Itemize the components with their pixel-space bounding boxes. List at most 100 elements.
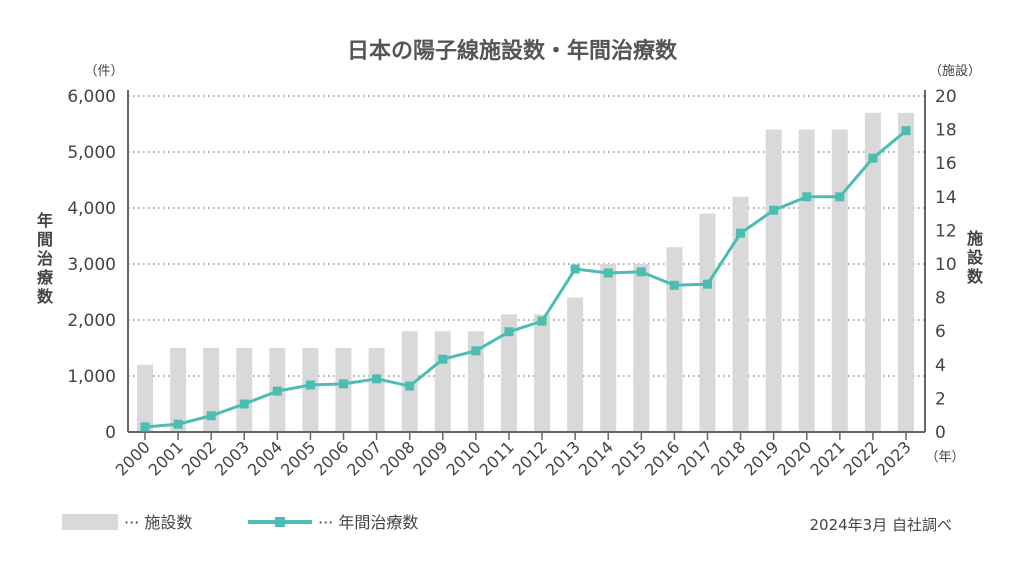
bar-2010 — [467, 331, 484, 432]
right-axis-label: 数 — [967, 267, 984, 286]
legend-line-marker — [275, 517, 285, 527]
left-tick-label: 3,000 — [67, 255, 116, 275]
bar-2016 — [666, 247, 683, 432]
bar-2012 — [534, 314, 551, 432]
bar-2022 — [864, 112, 881, 433]
line-point-2019 — [769, 205, 779, 215]
line-point-2023 — [901, 126, 911, 136]
line-point-2007 — [372, 374, 382, 384]
x-tick-label: 2017 — [674, 437, 716, 479]
bar-2011 — [500, 314, 517, 432]
right-tick-label: 16 — [935, 154, 957, 174]
x-tick-label: 2014 — [575, 437, 617, 479]
right-tick-label: 14 — [935, 188, 957, 208]
right-tick-label: 0 — [935, 423, 946, 443]
right-axis-label: 設 — [967, 248, 984, 267]
bar-2014 — [600, 264, 617, 432]
line-point-2000 — [140, 422, 150, 432]
line-point-2005 — [305, 380, 315, 390]
bar-2001 — [170, 348, 187, 432]
right-axis-label: 施 — [967, 229, 983, 248]
bar-2021 — [831, 129, 848, 432]
left-tick-label: 1,000 — [67, 367, 116, 387]
right-tick-label: 20 — [935, 87, 957, 107]
bar-2000 — [137, 364, 153, 432]
left-axis-label: 年 — [37, 211, 53, 230]
x-tick-label: 2002 — [178, 437, 220, 479]
bar-2005 — [302, 348, 319, 432]
right-tick-label: 2 — [935, 389, 946, 409]
x-tick-label: 2000 — [112, 437, 154, 479]
right-tick-label: 12 — [935, 221, 957, 241]
bar-2015 — [633, 264, 650, 432]
x-tick-label: 2004 — [244, 437, 286, 479]
bar-2017 — [699, 213, 716, 432]
line-point-2017 — [702, 279, 712, 289]
line-point-2011 — [504, 327, 514, 337]
right-tick-label: 8 — [935, 289, 946, 309]
line-point-2001 — [173, 419, 183, 429]
line-point-2004 — [272, 386, 282, 396]
x-tick-label: 2011 — [476, 437, 518, 479]
series-line-annual-treatments — [144, 129, 907, 429]
x-tick-label: 2006 — [310, 437, 352, 479]
bar-2018 — [732, 196, 749, 432]
right-axis-unit: （施設） — [929, 63, 981, 79]
line-point-2013 — [570, 264, 580, 274]
line-point-2018 — [736, 228, 746, 238]
line-point-2014 — [603, 268, 613, 278]
chart-title: 日本の陽子線施設数・年間治療数 — [347, 38, 678, 64]
line-point-2022 — [868, 153, 878, 163]
x-tick-label: 2021 — [806, 437, 848, 479]
x-tick-label: 2009 — [409, 437, 451, 479]
left-tick-label: 2,000 — [67, 311, 116, 331]
left-axis-label: 治 — [37, 249, 53, 268]
left-tick-label: 0 — [105, 423, 116, 443]
left-axis-label: 数 — [37, 287, 54, 306]
bar-2019 — [765, 129, 782, 432]
bar-2002 — [203, 348, 220, 432]
x-tick-label: 2012 — [509, 437, 551, 479]
bar-2007 — [368, 348, 385, 432]
line-point-2016 — [669, 280, 679, 290]
x-tick-label: 2018 — [707, 437, 749, 479]
bar-2006 — [335, 348, 352, 432]
line-point-2010 — [471, 346, 481, 356]
left-tick-label: 6,000 — [67, 87, 116, 107]
right-tick-label: 10 — [935, 255, 957, 275]
line-point-2015 — [636, 267, 646, 277]
legend-bar-swatch — [62, 514, 118, 530]
x-tick-label: 2001 — [145, 437, 187, 479]
line-point-2012 — [537, 316, 547, 326]
legend-line-label: ··· 年間治療数 — [318, 513, 418, 532]
x-tick-label: 2003 — [211, 437, 253, 479]
bar-2013 — [567, 297, 584, 432]
right-tick-label: 18 — [935, 121, 957, 141]
x-tick-label: 2010 — [442, 437, 484, 479]
left-axis-label: 療 — [37, 268, 54, 287]
left-tick-label: 4,000 — [67, 199, 116, 219]
bar-2020 — [798, 129, 815, 432]
line-point-2002 — [206, 411, 216, 421]
bar-2023 — [898, 112, 914, 433]
right-tick-label: 4 — [935, 356, 946, 376]
x-tick-label: 2005 — [277, 437, 319, 479]
line-point-2006 — [339, 379, 349, 389]
legend-bar-label: ··· 施設数 — [124, 513, 192, 532]
line-point-2008 — [405, 381, 415, 391]
x-tick-label: 2008 — [376, 437, 418, 479]
x-axis-unit: （年） — [925, 450, 964, 465]
line-point-2020 — [802, 192, 812, 202]
line-point-2021 — [835, 192, 845, 202]
source-note: 2024年3月 自社調べ — [810, 516, 953, 534]
line-point-2009 — [438, 354, 448, 364]
bar-2003 — [236, 348, 253, 432]
x-tick-label: 2019 — [740, 437, 782, 479]
bar-2009 — [434, 331, 451, 432]
left-tick-label: 5,000 — [67, 143, 116, 163]
x-tick-label: 2022 — [840, 437, 882, 479]
x-tick-label: 2023 — [873, 437, 915, 479]
x-tick-label: 2013 — [542, 437, 584, 479]
left-axis-label: 間 — [37, 230, 53, 249]
